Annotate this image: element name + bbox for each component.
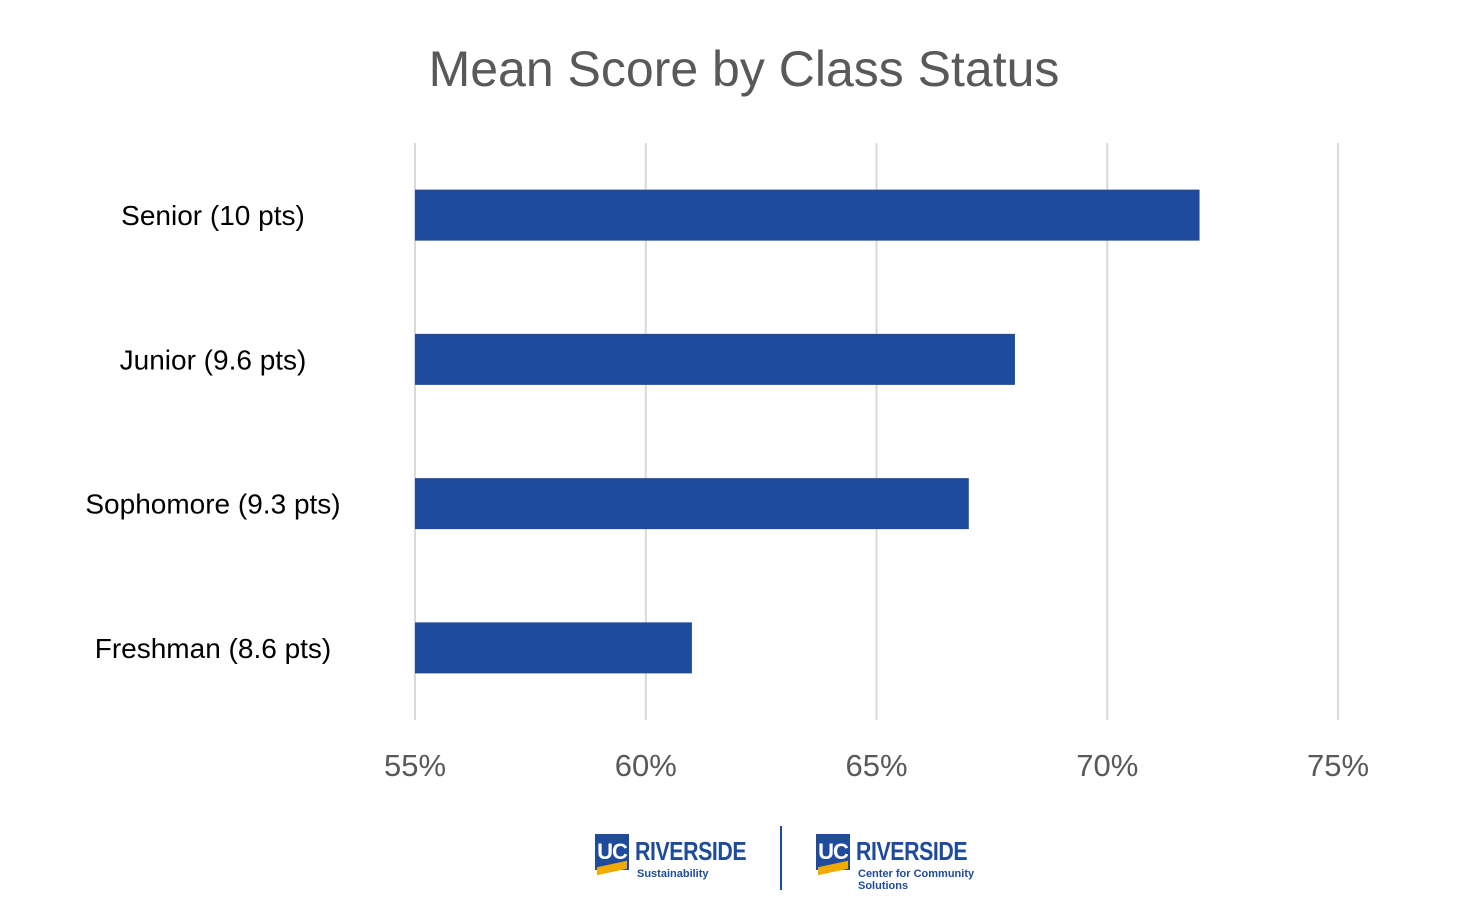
bar [415,478,969,530]
logo-divider [780,826,782,890]
x-tick-label: 65% [845,748,907,783]
x-tick-label: 70% [1076,748,1138,783]
logo-bar: UC RIVERSIDE Sustainability UC RIVERSIDE… [0,820,1464,900]
bar [415,189,1200,241]
logo-name: RIVERSIDE [635,836,747,866]
logo-name: RIVERSIDE [856,836,968,866]
bar [415,333,1015,385]
category-label: Sophomore (9.3 pts) [85,489,340,520]
chart-title: Mean Score by Class Status [429,41,1060,97]
x-tick-label: 55% [384,748,446,783]
uc-mark: UC [595,834,629,870]
bars [415,189,1200,674]
logo-subtitle: Sustainability [637,868,709,880]
x-tick-label: 60% [615,748,677,783]
x-tick-label: 75% [1307,748,1369,783]
category-label: Junior (9.6 pts) [120,344,307,375]
bar [415,622,692,674]
bar-chart: Mean Score by Class Status Senior (10 pt… [85,41,1369,783]
x-tick-labels: 55% 60% 65% 70% 75% [384,748,1369,783]
category-labels: Senior (10 pts) Junior (9.6 pts) Sophomore… [85,200,340,664]
category-label: Senior (10 pts) [121,200,305,231]
logo-subtitle: Center for Community Solutions [858,868,975,892]
category-label: Freshman (8.6 pts) [95,633,332,664]
